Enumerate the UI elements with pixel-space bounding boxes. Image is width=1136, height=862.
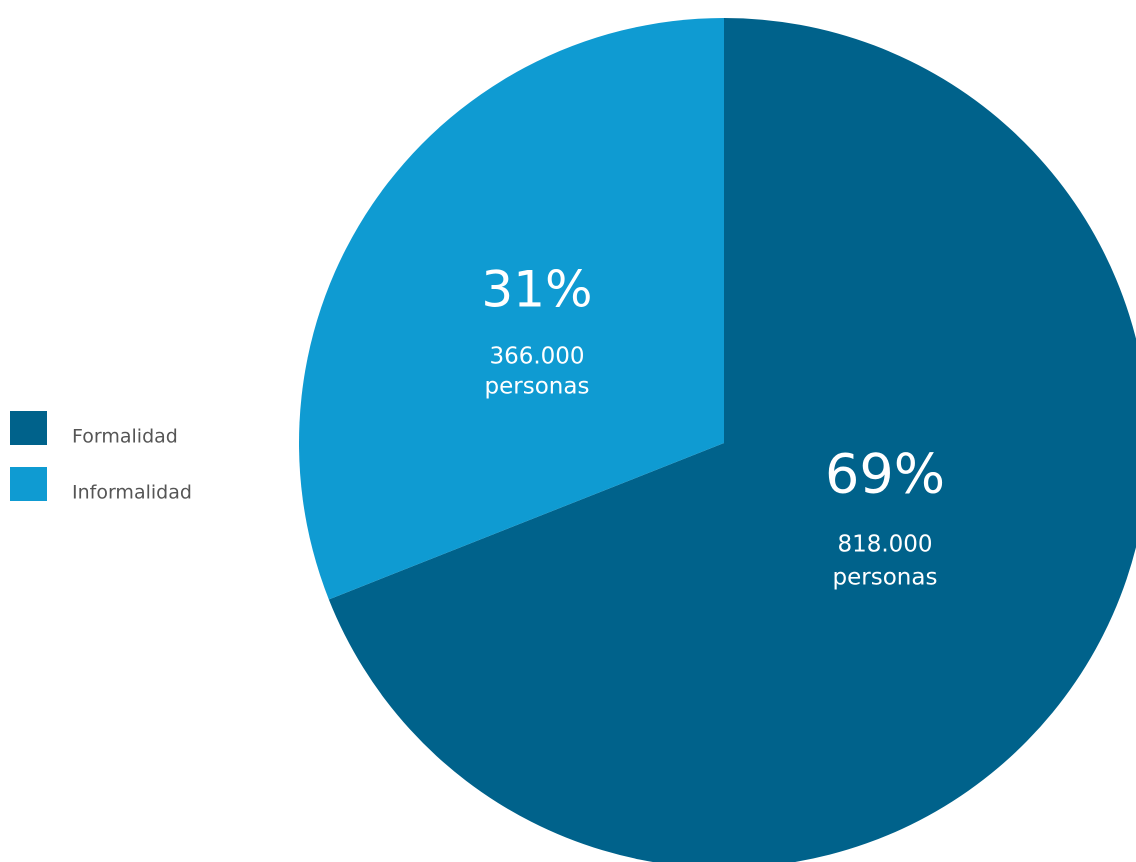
value-sublabel: 366.000: [489, 344, 584, 370]
pie-slice: [298, 18, 724, 600]
legend-label: Informalidad: [72, 482, 192, 504]
value-label: 31%: [481, 261, 592, 319]
legend-label: Formalidad: [72, 426, 178, 448]
legend-swatch: [10, 411, 47, 445]
pie-slice: [328, 18, 1136, 862]
value-label: 69%: [825, 443, 945, 506]
value-sublabel: personas: [833, 565, 938, 591]
value-sublabel: 818.000: [837, 532, 932, 558]
value-sublabel: personas: [485, 374, 590, 400]
legend-swatch: [10, 467, 47, 501]
